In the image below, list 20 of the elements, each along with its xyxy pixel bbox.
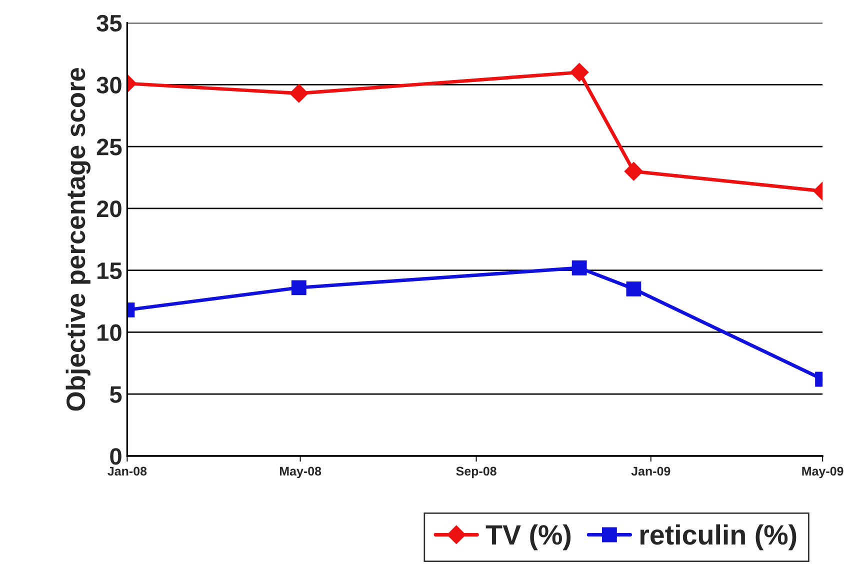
point	[570, 62, 589, 82]
x-tick-label: Sep-08	[456, 466, 496, 478]
y-tick-label: 20	[96, 200, 122, 218]
y-tick-label: 15	[98, 262, 122, 280]
legend-label: TV (%)	[486, 524, 571, 550]
x-tick-label: Jan-08	[108, 466, 147, 476]
point	[626, 281, 642, 296]
y-tick-label: 5	[110, 386, 122, 403]
y-tick-label: 0	[110, 448, 122, 465]
y-axis-title: Objective percentage score	[66, 68, 91, 411]
x-tick-label: Jan-09	[631, 466, 670, 476]
y-tick-label: 30	[96, 76, 122, 94]
x-tick-label: May-08	[280, 466, 322, 478]
point	[572, 260, 587, 276]
y-tick-label: 10	[98, 324, 122, 342]
point	[624, 162, 644, 181]
legend-label: reticulin (%)	[640, 524, 796, 550]
x-tick-label: May-09	[802, 466, 844, 478]
y-tick-label: 25	[96, 138, 122, 156]
y-tick-label: 35	[96, 14, 122, 32]
